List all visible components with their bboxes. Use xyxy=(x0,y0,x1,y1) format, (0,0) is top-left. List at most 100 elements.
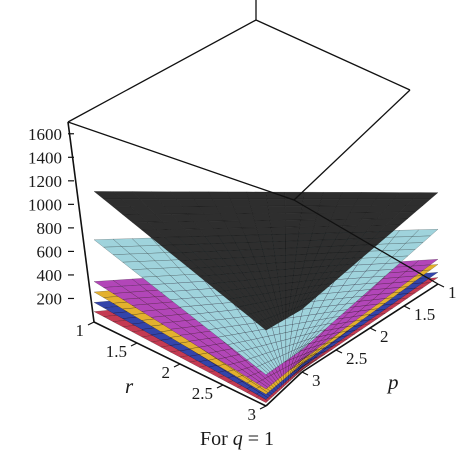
surface-cell xyxy=(299,219,317,228)
surface-cell xyxy=(285,268,295,277)
surface-cell xyxy=(230,198,252,207)
surface-cell xyxy=(266,198,286,207)
z-axis-ticks: 1600 1400 1200 1000 800 600 400 200 xyxy=(28,125,74,308)
z-tick-label: 400 xyxy=(37,266,63,285)
surface-cell xyxy=(285,261,296,270)
r-tick-label: 1 xyxy=(76,321,85,340)
surface-cell xyxy=(298,226,315,235)
surface-cell xyxy=(285,275,294,284)
bounding-box xyxy=(67,0,439,407)
z-tick-label: 200 xyxy=(37,289,63,308)
surface-cell xyxy=(252,213,271,221)
surface-cell xyxy=(273,248,286,257)
surface-cell xyxy=(233,206,254,214)
surface-cell xyxy=(299,342,310,352)
p-tick-label: 1 xyxy=(448,283,457,302)
caption-suffix: = 1 xyxy=(242,428,275,450)
surface-cell xyxy=(264,255,277,264)
box-edge xyxy=(265,371,303,407)
surface-cell xyxy=(321,191,343,200)
z-tick-label: 1400 xyxy=(28,148,62,167)
surface-cell xyxy=(267,269,279,279)
surface-cell xyxy=(284,205,303,214)
surface-cell xyxy=(302,198,322,207)
p-tick-mark xyxy=(437,283,445,288)
p-tick-label: 1.5 xyxy=(414,305,435,324)
surface-cell xyxy=(212,198,234,207)
surface-cell xyxy=(285,226,300,235)
p-tick-label: 2 xyxy=(380,327,389,346)
surface-cell xyxy=(299,358,310,366)
surface-cell xyxy=(280,297,287,306)
surface-cell xyxy=(254,220,272,229)
surface-cell xyxy=(299,361,310,370)
r-axis-ticks: 1 1.5 2 2.5 3 xyxy=(76,321,267,424)
surface-cell xyxy=(285,254,297,263)
surface-cell xyxy=(272,241,286,250)
surface-cell xyxy=(241,227,259,236)
surface-cell xyxy=(299,302,310,311)
surface-cell xyxy=(260,241,275,250)
surface-cell xyxy=(267,205,286,214)
surface-cell xyxy=(285,240,299,249)
surface-cell xyxy=(279,290,287,299)
surface-cell xyxy=(266,262,278,272)
surface-cell xyxy=(256,227,273,236)
surface-cell xyxy=(236,213,256,222)
caption-prefix: For xyxy=(199,428,233,450)
surface-cell xyxy=(269,219,286,228)
surface-cell xyxy=(317,205,338,214)
p-tick-mark xyxy=(403,305,411,310)
surface-cell xyxy=(299,364,310,373)
z-tick-label: 600 xyxy=(37,242,63,261)
z-tick-label: 1000 xyxy=(28,195,62,214)
surface-cell xyxy=(271,234,286,242)
p-tick-label: 2.5 xyxy=(346,349,367,368)
box-edge xyxy=(255,19,411,91)
surface-cell xyxy=(299,354,310,362)
z-tick-label: 1200 xyxy=(28,172,62,191)
r-tick-label: 2 xyxy=(162,363,171,382)
surface-cell xyxy=(285,247,298,256)
r-tick-label: 1.5 xyxy=(106,342,127,361)
surface-5 xyxy=(93,191,439,331)
surface-cell xyxy=(246,191,268,200)
r-axis-label: r xyxy=(125,374,134,398)
r-tick-label: 3 xyxy=(248,405,257,424)
surface-cell xyxy=(208,191,232,200)
surface-cell xyxy=(250,205,270,214)
box-edge xyxy=(67,121,95,323)
p-axis-label: p xyxy=(386,370,399,394)
r-tick-mark xyxy=(130,342,138,347)
r-tick-label: 2.5 xyxy=(192,384,213,403)
surface-cell xyxy=(270,226,286,235)
surface-cell xyxy=(285,212,302,221)
surface-cell xyxy=(276,269,286,278)
surface-cell xyxy=(297,233,313,242)
p-tick-label: 3 xyxy=(312,371,321,390)
surface-cell xyxy=(215,206,237,214)
surface-cell xyxy=(248,198,269,207)
surface-cell xyxy=(279,332,287,342)
p-axis-ticks: 1 1.5 2 2.5 3 xyxy=(301,283,457,390)
chart-caption: For q = 1 xyxy=(0,428,474,451)
surface-cell xyxy=(227,191,250,200)
surface-cell xyxy=(239,220,257,229)
box-edge xyxy=(293,199,439,285)
p-tick-mark xyxy=(369,327,377,332)
r-tick-mark xyxy=(173,363,181,368)
r-tick-mark xyxy=(87,321,95,326)
surface-cell xyxy=(277,276,287,285)
surface-cell xyxy=(268,212,286,221)
surface-cell xyxy=(281,304,287,314)
surface-cell xyxy=(300,212,319,221)
surface-cell xyxy=(303,191,324,200)
r-tick-mark xyxy=(216,384,224,389)
surface-cell xyxy=(285,233,300,242)
z-tick-label: 800 xyxy=(37,219,63,238)
surface-layer xyxy=(93,191,439,404)
surface-cell xyxy=(319,198,340,207)
p-tick-mark xyxy=(335,349,343,354)
p-tick-mark xyxy=(301,371,309,376)
surface-cell xyxy=(274,255,286,264)
